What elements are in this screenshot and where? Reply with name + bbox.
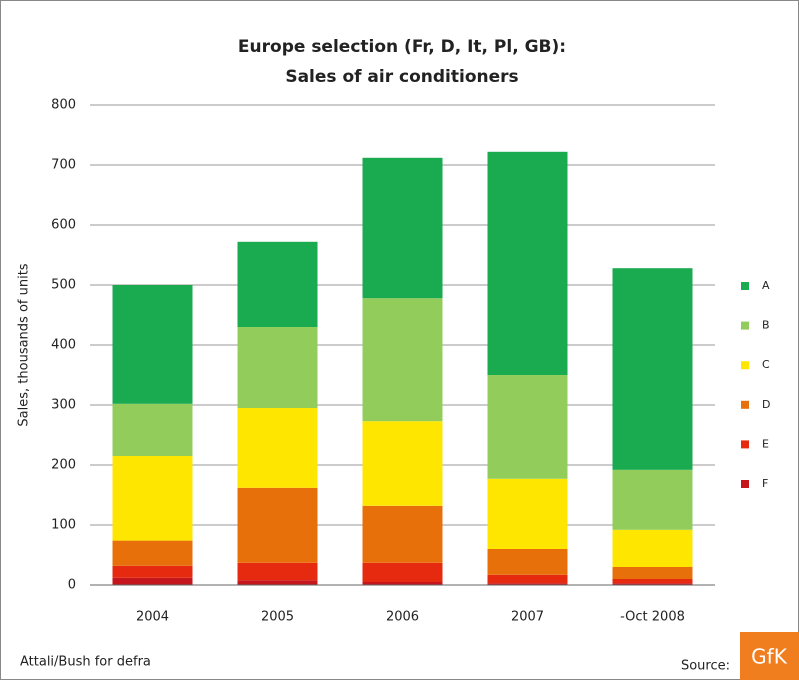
bar-segment — [487, 375, 568, 479]
legend-swatch — [741, 480, 749, 488]
bar-segment — [362, 298, 443, 422]
x-tick-label: -Oct 2008 — [620, 610, 685, 625]
legend-swatch — [741, 282, 749, 290]
bar-segment — [237, 580, 318, 585]
x-tick-label: 2004 — [136, 610, 169, 625]
y-tick-label: 200 — [51, 458, 76, 473]
bar-segment — [362, 157, 443, 299]
chart-subtitle: Sales of air conditioners — [285, 67, 518, 87]
bar-segment — [237, 327, 318, 408]
bar-segment — [612, 567, 693, 579]
y-tick-label: 700 — [51, 158, 76, 173]
bar-segment — [237, 487, 318, 563]
bar-segment — [237, 241, 318, 327]
legend-label: F — [762, 477, 768, 490]
x-tick-label: 2006 — [386, 610, 419, 625]
bar-segment — [487, 583, 568, 585]
legend-label: E — [762, 437, 769, 450]
logo: GfK — [751, 645, 788, 669]
bar-segment — [112, 285, 193, 404]
bar-segment — [612, 579, 693, 584]
bar-segment — [612, 583, 693, 585]
bar-segment — [612, 268, 693, 470]
bar-segment — [487, 478, 568, 549]
source: Source: — [681, 659, 730, 674]
legend-swatch — [741, 400, 749, 409]
bar-segment — [112, 403, 193, 456]
bar-segment — [237, 562, 318, 581]
chart-title: Europe selection (Fr, D, It, Pl, GB): — [238, 37, 566, 57]
bar-segment — [612, 529, 693, 567]
y-tick-label: 800 — [51, 98, 76, 113]
y-tick-label: 300 — [51, 398, 76, 413]
y-tick-label: 600 — [51, 218, 76, 233]
y-axis-label: Sales, thousands of units — [17, 263, 32, 426]
bar-segment — [112, 540, 193, 566]
bar-segment — [487, 549, 568, 575]
bar-segment — [112, 565, 193, 578]
bar-segment — [362, 421, 443, 506]
x-tick-label: 2007 — [511, 610, 544, 625]
bar-segment — [362, 582, 443, 585]
legend-swatch — [741, 361, 749, 370]
legend-label: A — [762, 279, 770, 292]
legend-label: C — [762, 358, 770, 371]
bar-segment — [487, 151, 568, 375]
logo-box — [740, 632, 799, 680]
legend-label: D — [762, 398, 770, 411]
bar-segment — [112, 577, 193, 585]
bar-segment — [362, 505, 443, 563]
legend-swatch — [741, 321, 749, 330]
y-tick-label: 400 — [51, 338, 76, 353]
legend-label: B — [762, 319, 770, 332]
bar-segment — [362, 562, 443, 582]
bar-segment — [112, 456, 193, 541]
bar-segment — [612, 469, 693, 530]
y-tick-label: 500 — [51, 278, 76, 293]
y-tick-label: 0 — [68, 578, 76, 593]
credit: Attali/Bush for defra — [20, 655, 151, 670]
x-tick-label: 2005 — [261, 610, 294, 625]
bar-segment — [237, 408, 318, 488]
y-tick-label: 100 — [51, 518, 76, 533]
legend-swatch — [741, 440, 749, 449]
bar-segment — [487, 574, 568, 584]
